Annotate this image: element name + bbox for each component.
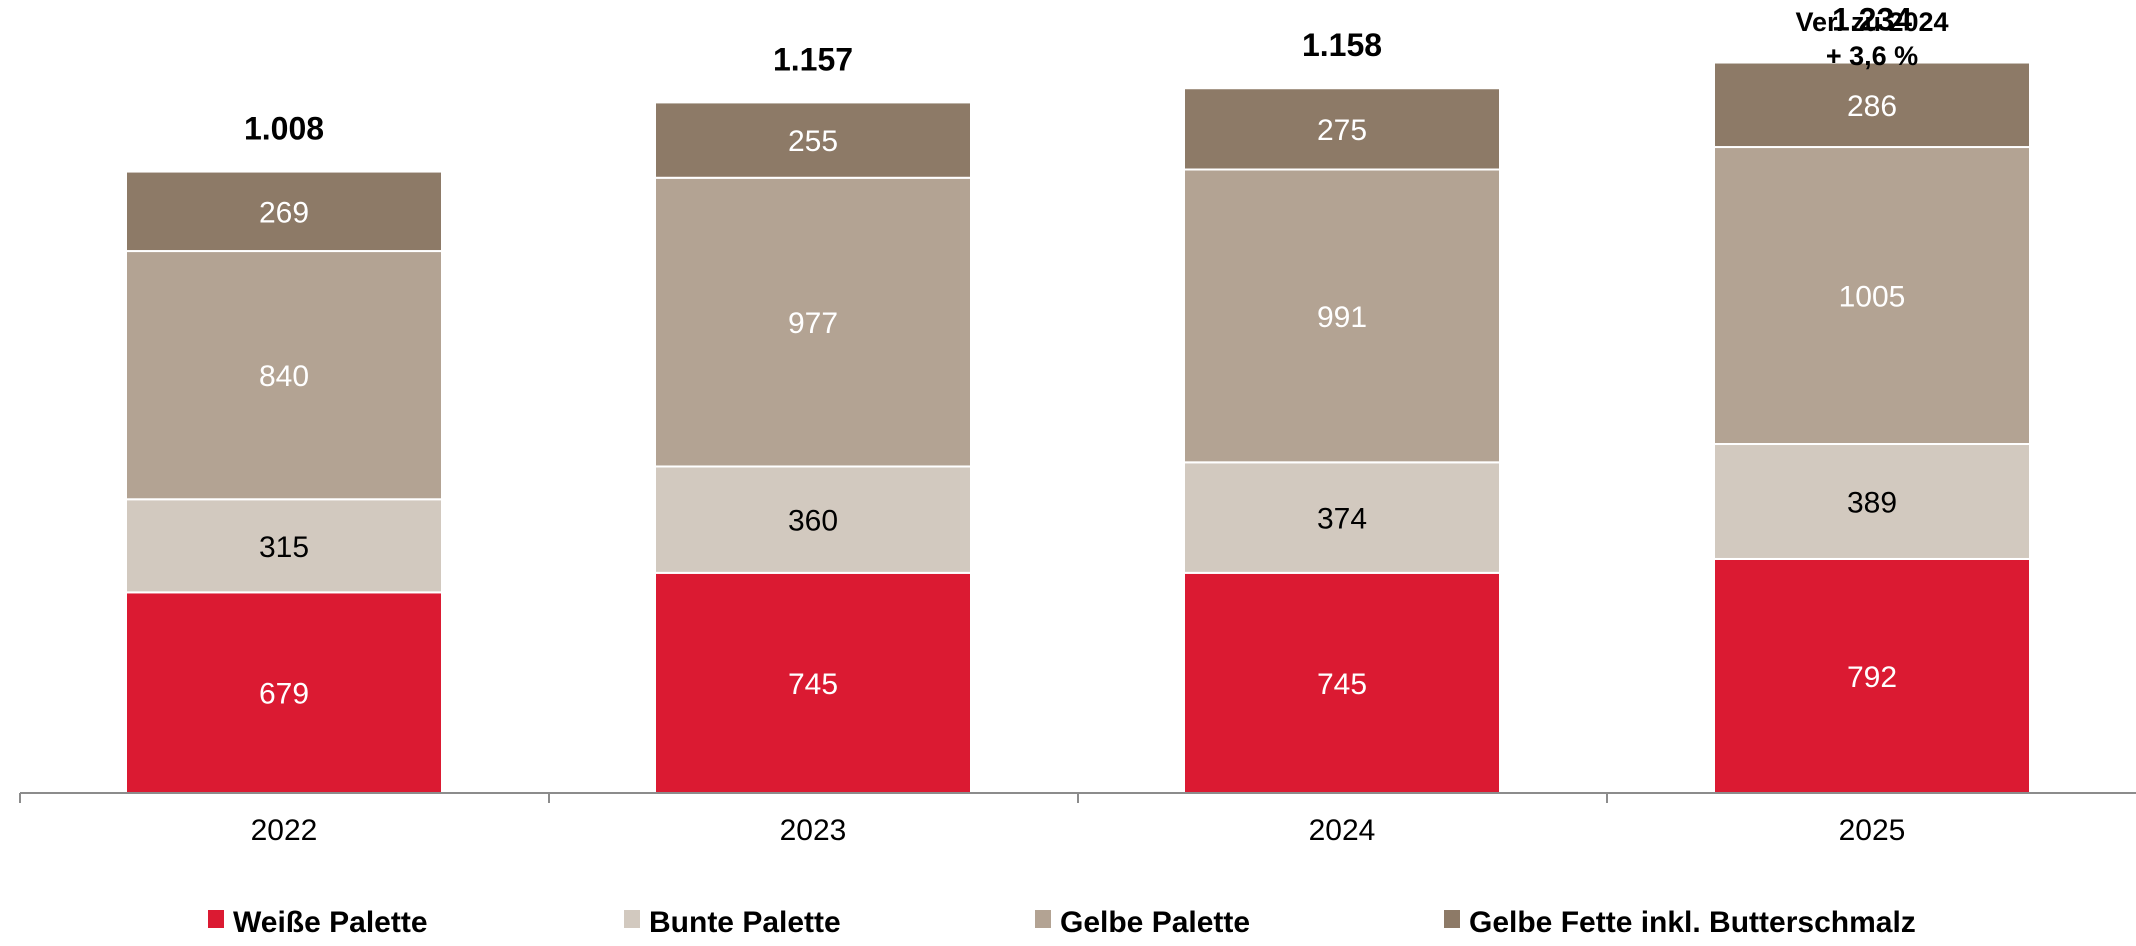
data-label-gelbe-fette-inkl-butterschmalz-2023: 255 (788, 125, 838, 158)
legend-swatch-bunte-palette (624, 910, 640, 928)
data-label-weisse-palette-2023: 745 (788, 668, 838, 701)
legend-label-weisse-palette: Weiße Palette (233, 906, 428, 939)
data-label-gelbe-palette-2023: 977 (788, 307, 838, 340)
data-label-gelbe-palette-2022: 840 (259, 360, 309, 393)
bar-gelbe-fette-inkl-butterschmalz-2025 (1713, 61, 2031, 149)
bar-gelbe-palette-2024 (1183, 168, 1501, 464)
data-label-gelbe-palette-2025: 1005 (1839, 281, 1906, 314)
annotation-line1: Ver. zu 2024 (1795, 7, 1948, 37)
data-label-gelbe-fette-inkl-butterschmalz-2022: 269 (259, 196, 309, 229)
bar-gelbe-palette-2025 (1713, 146, 2031, 446)
legend-swatch-weisse-palette (208, 910, 224, 928)
total-label-2023: 1.157 (773, 41, 853, 77)
data-label-weisse-palette-2025: 792 (1847, 661, 1897, 694)
data-label-bunte-palette-2025: 389 (1847, 486, 1897, 519)
data-label-gelbe-fette-inkl-butterschmalz-2024: 275 (1317, 114, 1367, 147)
data-label-bunte-palette-2023: 360 (788, 505, 838, 538)
bar-gelbe-fette-inkl-butterschmalz-2024 (1183, 87, 1501, 171)
bar-gelbe-fette-inkl-butterschmalz-2022 (125, 170, 443, 253)
legend-item-weisse-palette: Weiße Palette (208, 906, 428, 939)
legend-item-gelbe-palette: Gelbe Palette (1035, 906, 1250, 939)
data-label-gelbe-palette-2024: 991 (1317, 301, 1367, 334)
legend-label-bunte-palette: Bunte Palette (649, 906, 841, 939)
annotation: Ver. zu 2024 + 3,6 % (1795, 7, 1948, 71)
total-label-2022: 1.008 (244, 111, 324, 147)
x-tick-label-2024: 2024 (1309, 814, 1376, 847)
annotation-line2: + 3,6 % (1826, 41, 1918, 71)
bar-bunte-palette-2024 (1183, 461, 1501, 574)
x-tick-label-2025: 2025 (1839, 814, 1906, 847)
data-label-bunte-palette-2024: 374 (1317, 503, 1367, 536)
legend-label-gelbe-fette-inkl-butterschmalz: Gelbe Fette inkl. Butterschmalz (1469, 906, 1916, 939)
bar-weisse-palette-2022 (125, 591, 443, 795)
bar-bunte-palette-2022 (125, 498, 443, 594)
legend-label-gelbe-palette: Gelbe Palette (1060, 906, 1250, 939)
bar-gelbe-palette-2023 (654, 176, 972, 468)
bar-weisse-palette-2025 (1713, 557, 2031, 794)
data-label-weisse-palette-2024: 745 (1317, 668, 1367, 701)
bars-layer: 679 315 840 269 745 360 977 255 745 374 991 275 792 3… (125, 61, 2031, 795)
x-axis: 2022 2023 2024 2025 (19, 792, 2136, 847)
bar-bunte-palette-2023 (654, 465, 972, 574)
bar-gelbe-fette-inkl-butterschmalz-2023 (654, 101, 972, 179)
x-tick-label-2022: 2022 (251, 814, 318, 847)
totals-layer: 1.008 1.157 1.158 1.234 (244, 2, 1912, 147)
total-label-2025: 1.234 (1832, 2, 1912, 38)
x-tick-label-2023: 2023 (780, 814, 847, 847)
data-label-gelbe-fette-inkl-butterschmalz-2025: 286 (1847, 90, 1897, 123)
data-label-bunte-palette-2022: 315 (259, 531, 309, 564)
data-label-weisse-palette-2022: 679 (259, 678, 309, 711)
legend-swatch-gelbe-palette (1035, 910, 1051, 928)
legend: Weiße Palette Bunte Palette Gelbe Palette G… (208, 906, 1916, 939)
legend-item-bunte-palette: Bunte Palette (624, 906, 841, 939)
bar-weisse-palette-2023 (654, 571, 972, 794)
total-label-2024: 1.158 (1302, 27, 1382, 63)
legend-item-gelbe-fette-inkl-butterschmalz: Gelbe Fette inkl. Butterschmalz (1444, 906, 1916, 939)
legend-swatch-gelbe-fette-inkl-butterschmalz (1444, 910, 1460, 928)
